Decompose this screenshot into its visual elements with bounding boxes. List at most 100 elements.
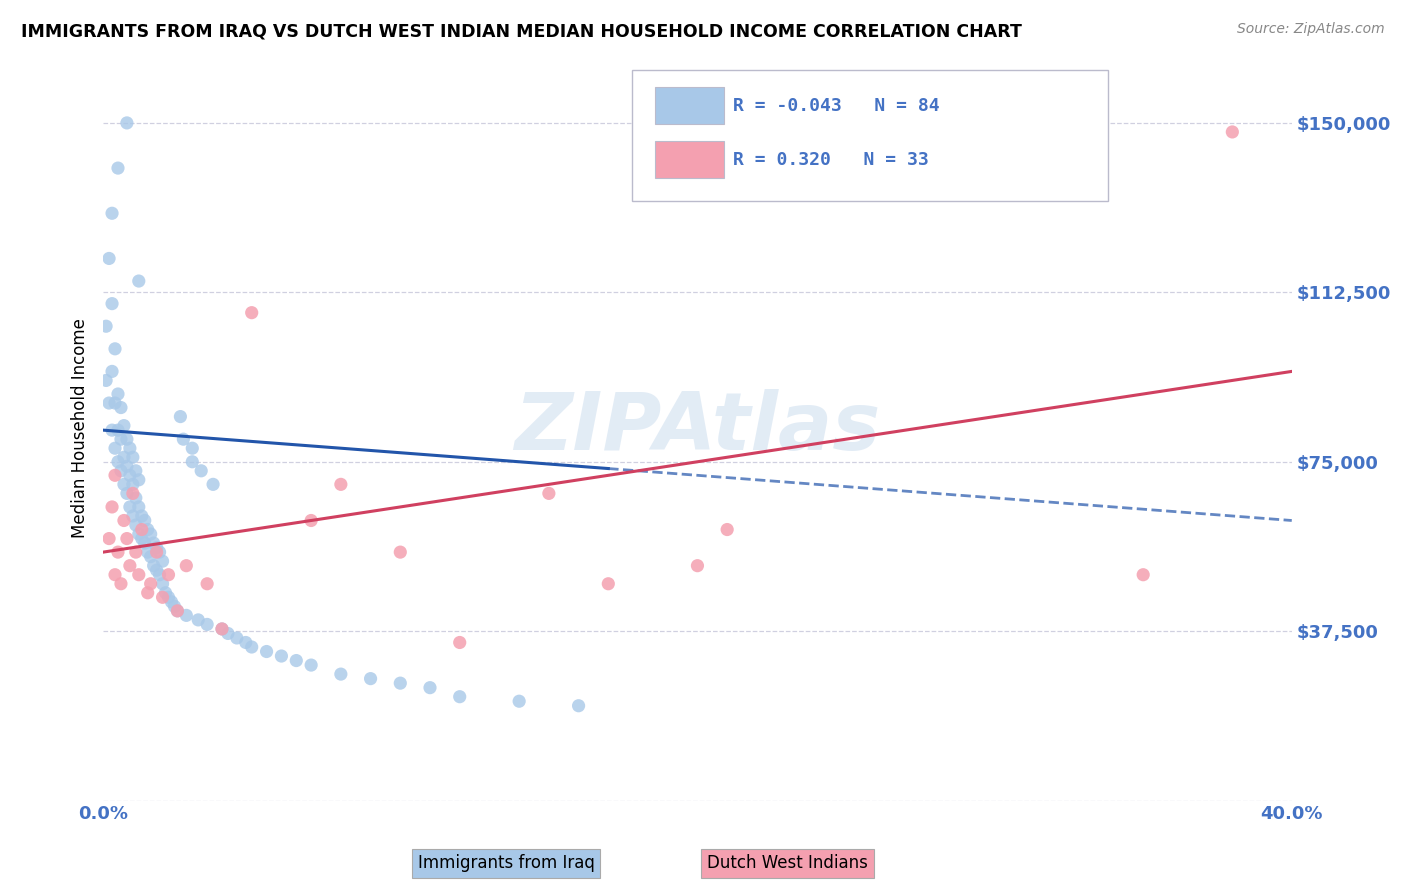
Point <box>112 450 135 465</box>
Point <box>172 432 194 446</box>
Point <box>240 640 263 654</box>
Point <box>131 523 153 537</box>
Point <box>98 252 121 266</box>
Point <box>176 558 198 573</box>
Point <box>107 545 129 559</box>
Point <box>104 441 127 455</box>
Point <box>142 536 165 550</box>
Point <box>101 364 124 378</box>
Point <box>107 455 129 469</box>
Point <box>686 558 709 573</box>
Point <box>128 274 150 288</box>
Point <box>211 622 233 636</box>
Point <box>118 558 141 573</box>
Y-axis label: Median Household Income: Median Household Income <box>72 318 89 538</box>
Point <box>508 694 530 708</box>
Point <box>115 486 138 500</box>
Point <box>195 617 218 632</box>
Point <box>142 558 165 573</box>
Point <box>155 586 177 600</box>
Point <box>110 464 132 478</box>
Point <box>160 595 183 609</box>
Point <box>225 631 247 645</box>
Point <box>94 374 117 388</box>
Point <box>157 591 180 605</box>
Point <box>112 418 135 433</box>
Point <box>115 116 138 130</box>
Point <box>121 450 143 465</box>
Point <box>299 658 322 673</box>
Point <box>107 161 129 175</box>
Point <box>166 604 188 618</box>
Point <box>131 508 153 523</box>
Point <box>104 342 127 356</box>
Point <box>360 672 382 686</box>
Point <box>134 536 156 550</box>
Point <box>121 486 143 500</box>
Point <box>98 532 121 546</box>
Point <box>118 441 141 455</box>
Text: IMMIGRANTS FROM IRAQ VS DUTCH WEST INDIAN MEDIAN HOUSEHOLD INCOME CORRELATION CH: IMMIGRANTS FROM IRAQ VS DUTCH WEST INDIA… <box>21 22 1022 40</box>
Point <box>125 464 148 478</box>
Point <box>598 576 620 591</box>
Point <box>152 554 174 568</box>
Point <box>115 459 138 474</box>
Point <box>176 608 198 623</box>
Point <box>537 486 560 500</box>
Point <box>115 432 138 446</box>
Text: R = -0.043   N = 84: R = -0.043 N = 84 <box>733 97 939 115</box>
Point <box>118 468 141 483</box>
Point <box>1220 125 1243 139</box>
Point <box>139 527 162 541</box>
Point <box>110 432 132 446</box>
Point <box>299 514 322 528</box>
Point <box>195 576 218 591</box>
Point <box>166 604 188 618</box>
Point <box>98 396 121 410</box>
Point <box>131 532 153 546</box>
Point <box>101 296 124 310</box>
Point <box>449 690 471 704</box>
Text: Immigrants from Iraq: Immigrants from Iraq <box>418 855 595 872</box>
Point <box>202 477 225 491</box>
Point <box>169 409 191 424</box>
Point <box>110 401 132 415</box>
Point <box>152 591 174 605</box>
Text: Source: ZipAtlas.com: Source: ZipAtlas.com <box>1237 22 1385 37</box>
Point <box>112 477 135 491</box>
Point <box>125 545 148 559</box>
Point <box>145 563 167 577</box>
Point <box>101 500 124 514</box>
Point <box>145 541 167 555</box>
Point <box>190 464 212 478</box>
Point <box>139 549 162 564</box>
Point <box>149 567 172 582</box>
Point <box>112 514 135 528</box>
Point <box>329 477 352 491</box>
Point <box>152 576 174 591</box>
Point <box>125 491 148 505</box>
Text: Dutch West Indians: Dutch West Indians <box>707 855 868 872</box>
Point <box>270 648 292 663</box>
Point <box>240 306 263 320</box>
Point <box>110 576 132 591</box>
FancyBboxPatch shape <box>633 70 1108 201</box>
Point <box>568 698 591 713</box>
Point <box>128 500 150 514</box>
Point <box>107 387 129 401</box>
Point <box>101 206 124 220</box>
Text: ZIPAtlas: ZIPAtlas <box>515 389 880 467</box>
Text: R = 0.320   N = 33: R = 0.320 N = 33 <box>733 151 929 169</box>
Point <box>145 545 167 559</box>
Point <box>121 508 143 523</box>
Point <box>389 545 412 559</box>
Point <box>217 626 239 640</box>
Point <box>94 319 117 334</box>
Point <box>716 523 738 537</box>
Point <box>118 500 141 514</box>
Point <box>419 681 441 695</box>
Point <box>136 523 159 537</box>
Point <box>163 599 186 614</box>
Point <box>128 527 150 541</box>
Point <box>128 473 150 487</box>
